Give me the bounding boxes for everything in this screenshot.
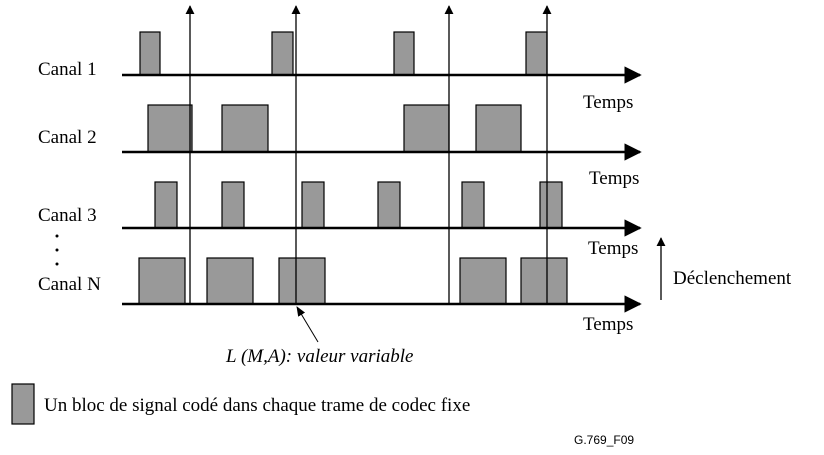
channel-label: Canal N bbox=[38, 274, 101, 295]
signal-block bbox=[139, 31, 161, 76]
figure-id: G.769_F09 bbox=[574, 433, 634, 447]
signal-block bbox=[154, 181, 178, 229]
signal-block bbox=[461, 181, 485, 229]
signal-block bbox=[138, 257, 186, 305]
annotation-pointer bbox=[296, 306, 319, 343]
time-label: Temps bbox=[589, 168, 639, 189]
signal-block bbox=[221, 104, 269, 153]
time-label: Temps bbox=[583, 92, 633, 113]
axes bbox=[122, 66, 642, 313]
signal-block bbox=[525, 31, 548, 76]
signal-block bbox=[271, 31, 294, 76]
signal-block bbox=[475, 104, 522, 153]
ellipsis-dots bbox=[55, 234, 59, 266]
signal-block bbox=[147, 104, 193, 153]
time-label: Temps bbox=[588, 238, 638, 259]
signal-block bbox=[206, 257, 254, 305]
signal-block bbox=[403, 104, 450, 153]
signal-block bbox=[539, 181, 563, 229]
trigger-lines bbox=[185, 5, 552, 304]
signal-block bbox=[377, 181, 401, 229]
channel-label: Canal 3 bbox=[38, 205, 97, 226]
time-label: Temps bbox=[583, 314, 633, 335]
signal-blocks bbox=[138, 31, 568, 305]
signal-block bbox=[221, 181, 245, 229]
annotation: L (M,A): valeur variable bbox=[225, 346, 414, 367]
legend-text: Un bloc de signal codé dans chaque trame… bbox=[44, 395, 470, 416]
signal-block bbox=[278, 257, 326, 305]
channel-label: Canal 2 bbox=[38, 127, 97, 148]
trigger-label: Déclenchement bbox=[673, 268, 792, 289]
signal-block bbox=[393, 31, 415, 76]
signal-block bbox=[520, 257, 568, 305]
signal-block bbox=[301, 181, 325, 229]
signal-block bbox=[459, 257, 507, 305]
channel-label: Canal 1 bbox=[38, 59, 97, 80]
legend-swatch bbox=[11, 383, 35, 425]
